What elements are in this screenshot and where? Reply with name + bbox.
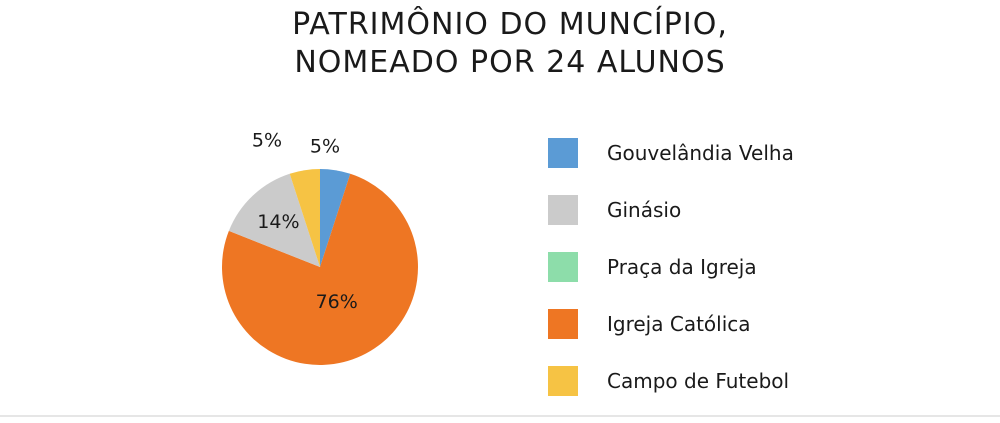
legend-swatch (548, 252, 578, 282)
legend-label: Igreja Católica (607, 312, 751, 336)
pie-data-label: 5% (310, 136, 340, 158)
chart-title-line-1: PATRIMÔNIO DO MUNCÍPIO, (292, 7, 728, 42)
legend-swatch (548, 366, 578, 396)
legend-label: Campo de Futebol (607, 369, 790, 393)
pie-slice-ginasio (228, 173, 320, 267)
pie-slice-campo-de-futebol (289, 169, 320, 267)
pie-data-label: 14% (257, 211, 299, 233)
pie-data-label: 76% (316, 291, 358, 313)
legend-swatch (548, 138, 578, 168)
pie-slice-igreja-catolica (221, 173, 418, 366)
chart-title-line-2: NOMEADO POR 24 ALUNOS (294, 45, 726, 80)
legend-swatch (548, 195, 578, 225)
legend-swatch (548, 309, 578, 339)
pie-data-label: 5% (252, 130, 282, 152)
bottom-divider (0, 415, 1000, 417)
legend-label: Praça da Igreja (607, 255, 757, 279)
pie-slice-gouvelandia-velha (320, 169, 351, 267)
legend-label: Ginásio (607, 198, 682, 222)
legend-label: Gouvelândia Velha (607, 141, 794, 165)
chart-title: PATRIMÔNIO DO MUNCÍPIO, NOMEADO POR 24 A… (0, 6, 1000, 82)
